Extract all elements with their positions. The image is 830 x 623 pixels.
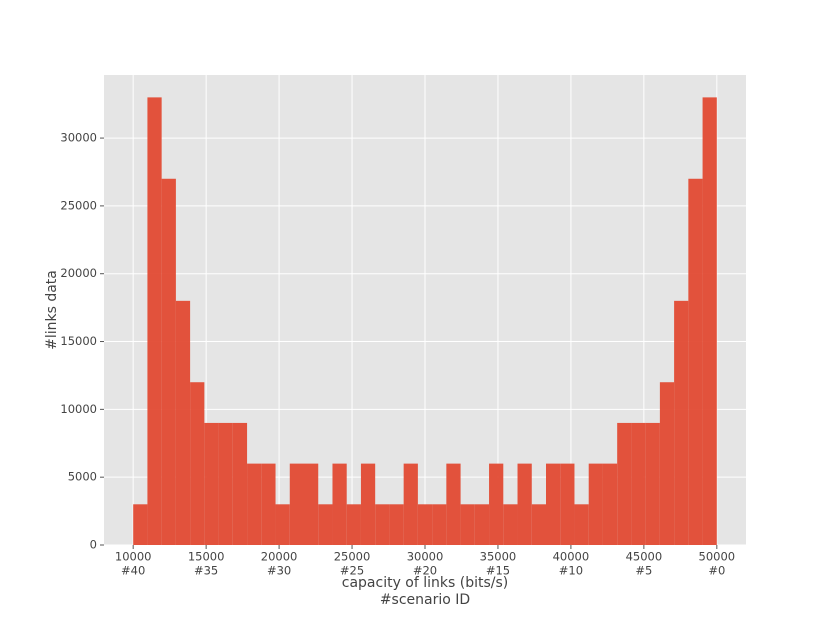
bar [360,463,376,545]
bar [389,504,404,545]
bar [261,463,276,545]
x-tick-label: 50000 [699,550,736,564]
bar [375,504,390,545]
bar [531,504,547,545]
bar [674,300,689,545]
bar [702,97,717,545]
bar [403,463,418,545]
bar [218,422,233,545]
bar [318,504,333,545]
x-tick-sublabel: #0 [708,564,725,578]
bar [631,422,646,545]
bar [275,504,290,545]
bar [588,463,603,545]
bar [346,504,361,545]
ticks: 05000100001500020000250003000010000#4015… [60,131,735,578]
x-tick-sublabel: #15 [486,564,510,578]
x-tick-sublabel: #35 [194,564,218,578]
y-tick-label: 30000 [60,131,97,145]
x-tick-sublabel: #10 [559,564,583,578]
bar [332,463,347,545]
bar [617,422,632,545]
bar [645,422,660,545]
bar [247,463,262,545]
bar [204,422,219,545]
bar [417,504,433,545]
x-tick-sublabel: #5 [635,564,652,578]
y-tick-label: 20000 [60,266,97,280]
bar [147,97,162,545]
bar [432,504,447,545]
y-tick-label: 10000 [60,402,97,416]
y-tick-label: 25000 [60,198,97,212]
bar [190,382,205,545]
bar [161,178,176,545]
x-tick-label: 35000 [480,550,517,564]
y-tick-label: 15000 [60,334,97,348]
bar [517,463,532,545]
y-tick-label: 5000 [68,470,97,484]
bar [602,463,618,545]
x-tick-sublabel: #20 [413,564,437,578]
bar [688,178,703,545]
bar [232,422,248,545]
bar [289,463,304,545]
x-tick-label: 15000 [188,550,225,564]
x-tick-sublabel: #40 [121,564,145,578]
bar [446,463,461,545]
x-tick-label: 30000 [407,550,444,564]
x-tick-label: 25000 [334,550,371,564]
x-tick-label: 40000 [553,550,590,564]
x-tick-label: 10000 [115,550,152,564]
grid [104,75,746,546]
bar [133,504,148,545]
x-tick-label: 45000 [626,550,663,564]
x-tick-sublabel: #30 [267,564,291,578]
x-tick-label: 20000 [261,550,298,564]
bar [659,382,675,545]
x-tick-sublabel: #25 [340,564,364,578]
y-axis-label: #links data [44,270,60,350]
bar [574,504,589,545]
bar [560,463,575,545]
bar [503,504,518,545]
bar [303,463,319,545]
y-tick-label: 0 [90,538,97,552]
bar [546,463,561,545]
x-axis-label-secondary: #scenario ID [380,592,470,608]
bar [175,300,191,545]
x-axis-label: capacity of links (bits/s) [342,575,509,591]
bar [489,463,504,545]
bar [474,504,490,545]
bars [133,97,717,545]
bar [460,504,475,545]
